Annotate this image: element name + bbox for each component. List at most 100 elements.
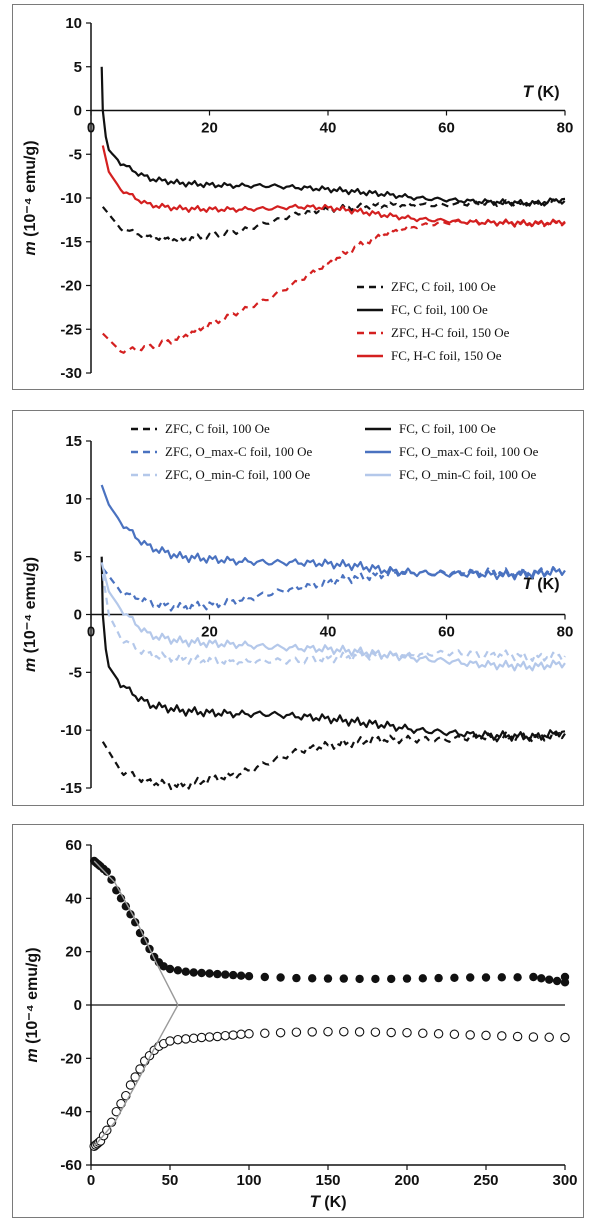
- bottom-open-point: [323, 1026, 333, 1037]
- bottom-filled-point: [159, 962, 168, 971]
- bottom-open-point: [386, 1027, 396, 1038]
- bottom-filled-point: [545, 975, 554, 984]
- bottom-open-point: [339, 1026, 349, 1037]
- bottom-open-point: [370, 1027, 381, 1037]
- top-ylabel-symbol: m: [22, 241, 39, 255]
- bottom-filled-point: [387, 974, 396, 984]
- middle-xtick-label: 60: [438, 624, 455, 641]
- bottom-filled-point: [552, 976, 562, 986]
- bottom-filled-point: [434, 973, 443, 983]
- chart-panel-bottom: 60 40 20 0 -20 -40 -60 0 50 100 150 200 250 300 m (10⁻…: [12, 824, 584, 1218]
- middle-ytick-label: -10: [60, 722, 82, 739]
- bottom-filled-point: [450, 973, 459, 982]
- bottom-xtick-label: 250: [473, 1172, 498, 1189]
- middle-xtick-label: 80: [557, 624, 574, 641]
- bottom-open-point: [465, 1030, 475, 1040]
- bottom-ytick-label: 20: [65, 944, 82, 961]
- bottom-ytick-label: 40: [65, 890, 82, 907]
- bottom-filled-point: [292, 973, 301, 983]
- top-ytick-label: -30: [60, 365, 82, 382]
- middle-xlabel: T (K): [522, 574, 559, 593]
- bottom-open-point: [188, 1033, 199, 1044]
- bottom-open-point: [291, 1027, 302, 1037]
- bottom-filled-point: [402, 974, 412, 983]
- middle-ytick-label: -15: [60, 780, 82, 797]
- bottom-open-point: [165, 1036, 175, 1046]
- bottom-filled-point: [205, 969, 214, 978]
- bottom-open-point: [275, 1027, 286, 1038]
- top-series-1-line: [100, 66, 566, 207]
- bottom-filled-point: [371, 974, 380, 984]
- bottom-filled-point: [165, 964, 175, 974]
- bottom-filled-point: [121, 902, 130, 911]
- middle-legend-label-0: ZFC, C foil, 100 Oe: [165, 421, 270, 436]
- bottom-filled-point: [513, 973, 522, 982]
- bottom-ylabel-symbol: m: [24, 1048, 41, 1062]
- bottom-filled-point: [221, 970, 230, 979]
- top-ytick-label: 0: [74, 103, 82, 120]
- middle-legend-label-3: FC, O_max-C foil, 100 Oe: [399, 444, 539, 459]
- bottom-filled-point: [229, 970, 238, 980]
- top-xtick-label: 80: [557, 120, 574, 137]
- bottom-filled-point: [560, 978, 570, 987]
- bottom-xtick-label: 300: [552, 1172, 577, 1189]
- top-xlabel-symbol: T: [522, 82, 534, 101]
- bottom-xtick-label: 100: [236, 1172, 261, 1189]
- bottom-open-point: [528, 1032, 539, 1042]
- top-xtick-label: 40: [320, 120, 337, 137]
- bottom-ytick-label: -20: [60, 1050, 82, 1067]
- bottom-filled-point: [537, 974, 546, 983]
- bottom-open-point: [228, 1030, 238, 1040]
- top-ylabel: m (10⁻⁴ emu/g): [22, 140, 39, 255]
- middle-ytick-label: 5: [74, 549, 82, 566]
- middle-series-5-line: [100, 562, 566, 672]
- top-ytick-label: 5: [74, 59, 82, 76]
- chart-middle-svg: 15 10 5 0 -5 -10 -15 0 20 40 60 80 m (10⁻⁴ emu/g) T (…: [22, 421, 574, 797]
- top-ylabel-unit: (10⁻⁴ emu/g): [22, 140, 39, 241]
- top-xtick-label: 0: [87, 120, 95, 137]
- bottom-filled-point: [466, 973, 475, 982]
- top-series-0-line: [101, 198, 566, 244]
- bottom-filled-point: [339, 974, 348, 983]
- bottom-open-point: [220, 1030, 231, 1041]
- bottom-open-point: [204, 1032, 215, 1042]
- middle-xlabel-unit: (K): [533, 576, 560, 593]
- bottom-filled-point: [529, 972, 538, 982]
- bottom-filled-point: [213, 969, 222, 979]
- top-ytick-label: 10: [65, 15, 82, 32]
- top-xlabel-unit: (K): [533, 84, 560, 101]
- middle-xtick-label: 40: [320, 624, 337, 641]
- bottom-filled-point: [236, 971, 246, 980]
- bottom-open-point: [560, 1032, 570, 1043]
- bottom-xtick-label: 0: [87, 1172, 95, 1189]
- middle-series-4-line: [101, 573, 566, 667]
- top-ytick-label: -15: [60, 234, 82, 251]
- bottom-xlabel: T (K): [309, 1192, 346, 1211]
- bottom-guide-line-3: [93, 1004, 179, 1147]
- middle-xtick-label: 0: [87, 624, 95, 641]
- middle-ylabel-symbol: m: [22, 658, 39, 672]
- bottom-open-point: [402, 1027, 412, 1038]
- bottom-filled-point: [323, 974, 333, 983]
- top-legend-label-1: FC, C foil, 100 Oe: [391, 302, 488, 317]
- bottom-ylabel-unit: (10⁻⁴ emu/g): [24, 947, 41, 1048]
- bottom-open-point: [481, 1030, 491, 1041]
- bottom-xtick-label: 50: [162, 1172, 179, 1189]
- bottom-open-point: [354, 1027, 365, 1037]
- bottom-open-point: [497, 1031, 507, 1041]
- chart-panel-middle: 15 10 5 0 -5 -10 -15 0 20 40 60 80 m (10⁻⁴ emu/g) T (…: [12, 410, 584, 806]
- middle-ylabel: m (10⁻⁴ emu/g): [22, 557, 39, 672]
- chart-panel-top: 10 5 0 -5 -10 -15 -20 -25 -30 0 20 40 60 80 m (10⁻⁴ em…: [12, 4, 584, 390]
- bottom-open-point: [212, 1031, 223, 1042]
- top-legend-label-3: FC, H-C foil, 150 Oe: [391, 348, 502, 363]
- bottom-open-point: [260, 1028, 270, 1039]
- middle-legend-label-4: ZFC, O_min-C foil, 100 Oe: [165, 467, 310, 482]
- bottom-ytick-label: 0: [74, 997, 82, 1014]
- middle-series-1-line: [100, 556, 566, 742]
- middle-legend-label-5: FC, O_min-C foil, 100 Oe: [399, 467, 536, 482]
- middle-ytick-label: -5: [69, 664, 82, 681]
- top-xtick-label: 60: [438, 120, 455, 137]
- bottom-filled-point: [418, 974, 427, 983]
- top-ytick-label: -5: [69, 146, 82, 163]
